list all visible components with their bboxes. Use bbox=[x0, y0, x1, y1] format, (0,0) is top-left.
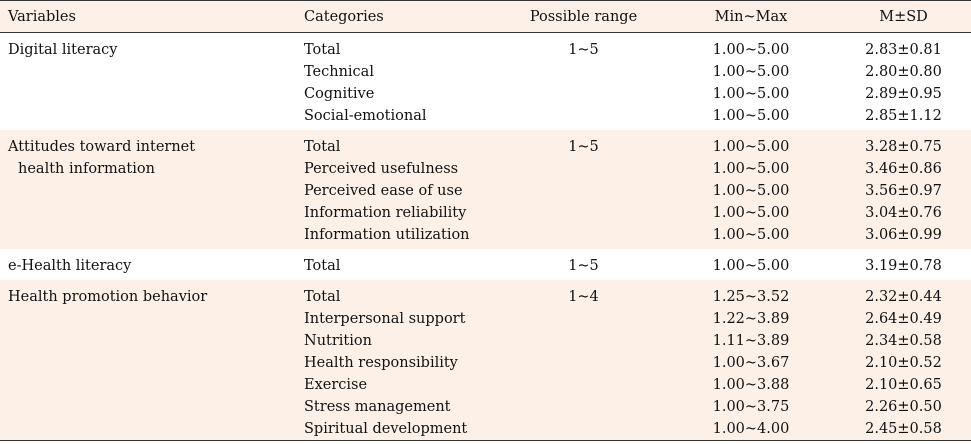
variable-name: Health promotion behavior bbox=[8, 289, 208, 305]
min-max: 1.25~3.52 bbox=[712, 289, 790, 305]
min-max: 1.22~3.89 bbox=[712, 311, 790, 327]
mean-sd: 2.80±0.80 bbox=[865, 64, 942, 80]
table-row: Digital literacy Total 1~5 1.00~5.00 2.8… bbox=[0, 33, 971, 62]
variable-name-continued: health information bbox=[18, 161, 155, 177]
header-row: Variables Categories Possible range Min~… bbox=[0, 0, 971, 33]
header-mean-sd: M±SD bbox=[836, 0, 971, 33]
category: Interpersonal support bbox=[304, 311, 466, 327]
category: Information reliability bbox=[304, 205, 467, 221]
mean-sd: 2.85±1.12 bbox=[865, 108, 942, 124]
min-max: 1.00~5.00 bbox=[712, 108, 790, 124]
group-e-health-literacy: e-Health literacy Total 1~5 1.00~5.00 3.… bbox=[0, 249, 971, 280]
possible-range: 1~5 bbox=[568, 258, 599, 274]
header-variables: Variables bbox=[0, 0, 296, 33]
category: Perceived usefulness bbox=[304, 161, 459, 177]
category: Total bbox=[304, 42, 341, 58]
table-row: e-Health literacy Total 1~5 1.00~5.00 3.… bbox=[0, 249, 971, 280]
category: Information utilization bbox=[304, 227, 470, 243]
mean-sd: 2.64±0.49 bbox=[865, 311, 942, 327]
table-row: Cognitive 1.00~5.00 2.89±0.95 bbox=[0, 83, 971, 105]
mean-sd: 3.56±0.97 bbox=[865, 183, 942, 199]
category: Technical bbox=[304, 64, 374, 80]
category: Total bbox=[304, 289, 341, 305]
table-row: Attitudes toward internet Total 1~5 1.00… bbox=[0, 130, 971, 158]
group-health-promotion-behavior: Health promotion behavior Total 1~4 1.25… bbox=[0, 280, 971, 441]
possible-range: 1~5 bbox=[568, 139, 599, 155]
mean-sd: 2.45±0.58 bbox=[836, 418, 971, 441]
possible-range: 1~5 bbox=[568, 42, 599, 58]
min-max: 1.00~5.00 bbox=[712, 139, 790, 155]
mean-sd: 2.10±0.65 bbox=[865, 377, 942, 393]
category: Exercise bbox=[304, 377, 368, 393]
category: Spiritual development bbox=[296, 418, 501, 441]
table-row: health information Perceived usefulness … bbox=[0, 158, 971, 180]
table-row: Nutrition 1.11~3.89 2.34±0.58 bbox=[0, 330, 971, 352]
min-max: 1.00~5.00 bbox=[712, 42, 790, 58]
category: Perceived ease of use bbox=[304, 183, 463, 199]
group-attitudes-internet-health-information: Attitudes toward internet Total 1~5 1.00… bbox=[0, 130, 971, 249]
table-row: Social-emotional 1.00~5.00 2.85±1.12 bbox=[0, 105, 971, 130]
min-max: 1.00~3.88 bbox=[712, 377, 790, 393]
mean-sd: 3.46±0.86 bbox=[865, 161, 942, 177]
table-row: Technical 1.00~5.00 2.80±0.80 bbox=[0, 61, 971, 83]
min-max: 1.00~5.00 bbox=[712, 258, 790, 274]
table-row: Interpersonal support 1.22~3.89 2.64±0.4… bbox=[0, 308, 971, 330]
category: Health responsibility bbox=[304, 355, 458, 371]
header-categories: Categories bbox=[296, 0, 501, 33]
table-row: Health responsibility 1.00~3.67 2.10±0.5… bbox=[0, 352, 971, 374]
mean-sd: 2.32±0.44 bbox=[865, 289, 942, 305]
variable-name: Digital literacy bbox=[8, 42, 118, 58]
min-max: 1.00~5.00 bbox=[712, 205, 790, 221]
mean-sd: 2.26±0.50 bbox=[865, 399, 942, 415]
header-possible-range: Possible range bbox=[501, 0, 666, 33]
category: Total bbox=[304, 258, 341, 274]
table-row: Exercise 1.00~3.88 2.10±0.65 bbox=[0, 374, 971, 396]
min-max: 1.00~4.00 bbox=[666, 418, 836, 441]
table-row: Information utilization 1.00~5.00 3.06±0… bbox=[0, 224, 971, 249]
mean-sd: 2.89±0.95 bbox=[865, 86, 942, 102]
header-min-max: Min~Max bbox=[666, 0, 836, 33]
variable-name: e-Health literacy bbox=[8, 258, 132, 274]
category: Nutrition bbox=[304, 333, 372, 349]
min-max: 1.00~5.00 bbox=[712, 64, 790, 80]
min-max: 1.00~3.75 bbox=[712, 399, 790, 415]
possible-range: 1~4 bbox=[568, 289, 599, 305]
table-row: Health promotion behavior Total 1~4 1.25… bbox=[0, 280, 971, 308]
min-max: 1.11~3.89 bbox=[712, 333, 790, 349]
min-max: 1.00~3.67 bbox=[712, 355, 790, 371]
mean-sd: 3.28±0.75 bbox=[865, 139, 942, 155]
mean-sd: 3.19±0.78 bbox=[865, 258, 942, 274]
category: Social-emotional bbox=[304, 108, 427, 124]
mean-sd: 3.06±0.99 bbox=[865, 227, 942, 243]
category: Stress management bbox=[304, 399, 451, 415]
mean-sd: 3.04±0.76 bbox=[865, 205, 942, 221]
table-row: Stress management 1.00~3.75 2.26±0.50 bbox=[0, 396, 971, 418]
group-digital-literacy: Digital literacy Total 1~5 1.00~5.00 2.8… bbox=[0, 32, 971, 130]
min-max: 1.00~5.00 bbox=[712, 183, 790, 199]
variable-name: Attitudes toward internet bbox=[8, 139, 196, 155]
mean-sd: 2.10±0.52 bbox=[865, 355, 942, 371]
min-max: 1.00~5.00 bbox=[712, 86, 790, 102]
mean-sd: 2.83±0.81 bbox=[865, 42, 942, 58]
category: Total bbox=[304, 139, 341, 155]
table-row: Information reliability 1.00~5.00 3.04±0… bbox=[0, 202, 971, 224]
min-max: 1.00~5.00 bbox=[712, 227, 790, 243]
category: Cognitive bbox=[304, 86, 375, 102]
table-row: Perceived ease of use 1.00~5.00 3.56±0.9… bbox=[0, 180, 971, 202]
table-row: Spiritual development 1.00~4.00 2.45±0.5… bbox=[0, 418, 971, 441]
mean-sd: 2.34±0.58 bbox=[865, 333, 942, 349]
min-max: 1.00~5.00 bbox=[712, 161, 790, 177]
